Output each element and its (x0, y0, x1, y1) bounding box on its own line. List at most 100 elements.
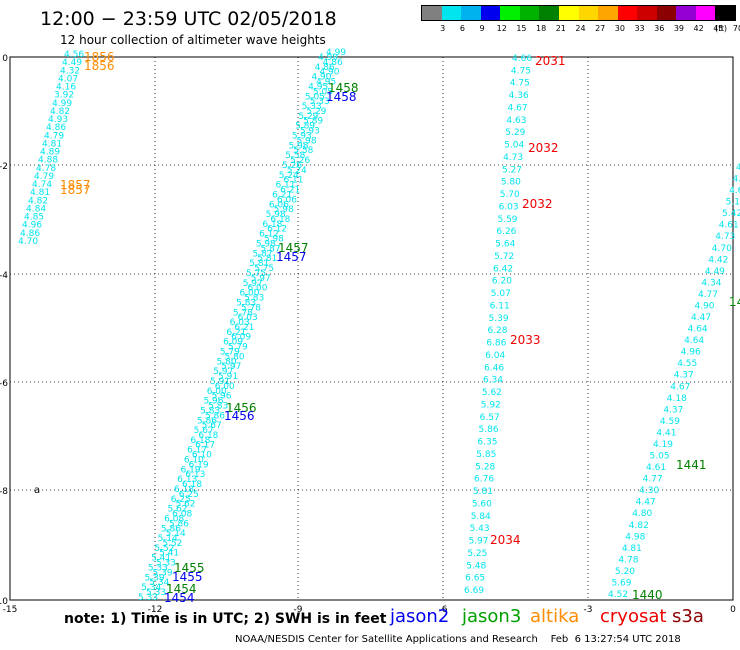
wave-height-value: 5.81 (257, 254, 277, 264)
wave-height-value: 4.19 (653, 440, 673, 450)
wave-height-value: 4.67 (670, 382, 690, 392)
wave-height-value: 4.64 (684, 336, 704, 346)
wave-height-value: 4.37 (674, 371, 694, 381)
wave-height-value: 5.93 (292, 132, 312, 142)
time-label: 1857 (60, 183, 91, 197)
legend-label: 39 (673, 24, 685, 33)
time-label: 14 (729, 295, 740, 309)
y-tick-label: -8 (0, 487, 8, 497)
time-label: 1457 (276, 250, 307, 264)
wave-height-value: 6.11 (275, 181, 295, 191)
wave-height-value: 6.18 (190, 436, 210, 446)
wave-height-value: 6.17 (187, 446, 207, 456)
wave-height-value: 4.79 (44, 131, 64, 141)
wave-height-value: 6.11 (283, 176, 303, 186)
land-symbol: a (34, 485, 40, 496)
subtitle: 12 hour collection of altimeter wave hei… (60, 33, 326, 47)
wave-height-value: 5.84 (471, 512, 491, 522)
wave-height-value: 5.29 (298, 112, 318, 122)
wave-height-value: 4.85 (24, 213, 44, 223)
wave-height-value: 6.12 (267, 225, 287, 235)
time-label: 1454 (164, 591, 195, 605)
legend-swatch (637, 6, 657, 20)
wave-height-value: 5.98 (297, 136, 317, 146)
wave-height-value: 4.86 (323, 58, 343, 68)
footer-credit: NOAA/NESDIS Center for Satellite Applica… (235, 634, 681, 645)
time-label: 1857 (60, 178, 91, 192)
legend-label: 15 (516, 24, 527, 33)
wave-height-value: 4.52 (608, 590, 628, 600)
wave-height-value: 6.21 (234, 323, 254, 333)
wave-height-value: 4.59 (660, 417, 680, 427)
legend-label: 70 (732, 24, 740, 33)
wave-height-value: 5.98 (264, 235, 284, 245)
note-text: note: 1) Time is in UTC; 2) SWH is in fe… (64, 611, 387, 627)
wave-height-value: 5.97 (221, 362, 241, 372)
time-label: 2031 (535, 54, 566, 68)
x-tick-label: -12 (148, 605, 163, 615)
legend-labels: 36912151821242730333639424570(ft) (421, 21, 740, 35)
page-title: 12:00 − 23:59 UTC 02/05/2018 (40, 8, 337, 30)
wave-height-value: 4.78 (618, 555, 638, 565)
wave-height-value: 5.81 (473, 487, 493, 497)
wave-height-value: 6.21 (280, 185, 300, 195)
wave-height-value: 5.28 (475, 462, 495, 472)
wave-height-value: 5.97 (468, 537, 488, 547)
wave-height-value: 5.33 (310, 97, 330, 107)
wave-height-value: 6.21 (272, 190, 292, 200)
legend-label: 6 (459, 24, 465, 33)
wave-height-value: 4.55 (677, 359, 697, 369)
wave-height-value: 5.83 (208, 401, 228, 411)
wave-height-value: 5.33 (146, 588, 166, 598)
wave-height-value: 4.66 (512, 54, 532, 64)
wave-height-value: 5.62 (167, 505, 187, 515)
satellite-tracks: 4.564.494.324.074.163.924.994.824.934.86… (18, 48, 740, 603)
wave-height-value: 6.13 (177, 475, 197, 485)
wave-height-value: 5.97 (243, 279, 263, 289)
wave-height-value: 5.87 (261, 244, 281, 254)
wave-height-value: 5.86 (197, 416, 217, 426)
legend-swatch (539, 6, 559, 20)
legend-swatch (441, 6, 462, 20)
wave-height-value: 5.81 (249, 259, 269, 269)
wave-height-value: 4.81 (30, 188, 50, 198)
wave-height-value: 5.52 (162, 539, 182, 549)
legend-swatch (519, 6, 540, 20)
satellite-legend-jason3: jason3 (462, 606, 522, 627)
legend-swatch (676, 6, 696, 20)
wave-height-value: 6.19 (189, 460, 209, 470)
legend-label: 33 (634, 24, 645, 33)
wave-height-value: 5.80 (217, 357, 237, 367)
legend-swatch (695, 6, 716, 20)
wave-height-value: 6.00 (247, 284, 267, 294)
wave-height-value: 5.24 (279, 171, 299, 181)
wave-height-value: 5.78 (233, 308, 253, 318)
wave-height-value: 4.86 (46, 123, 66, 133)
wave-height-value: 5.85 (476, 450, 496, 460)
map-frame (9, 56, 734, 601)
x-tick-label: -15 (3, 605, 18, 615)
wave-height-value: 4.73 (503, 153, 523, 163)
x-tick-label: 0 (730, 605, 736, 615)
wave-height-value: 5.39 (153, 568, 173, 578)
map-grid: -15 -12 -9 -6 -3 0 0 -2 -4 -6 -8 -10 a (0, 54, 736, 615)
wave-height-value: 5.29 (306, 107, 326, 117)
wave-height-value: 4.90 (694, 301, 714, 311)
legend-label: 36 (654, 24, 665, 33)
legend-swatch (715, 6, 735, 20)
wave-height-value: 4.79 (34, 172, 54, 182)
wave-height-value: 5.67 (194, 426, 214, 436)
wave-height-value: 4.67 (508, 103, 528, 113)
wave-height-value: 5.91 (210, 377, 230, 387)
wave-height-value: 6.21 (226, 328, 246, 338)
wave-height-value: 5.89 (295, 122, 315, 132)
wave-height-value: 4.80 (632, 509, 652, 519)
wave-height-value: 4.99 (318, 53, 338, 63)
wave-height-value: 5.58 (285, 151, 305, 161)
wave-height-value: 5.70 (500, 190, 520, 200)
wave-height-value: 5.69 (611, 578, 631, 588)
wave-height-value: 5.64 (495, 240, 515, 250)
wave-height-value: 5.91 (218, 372, 238, 382)
wave-height-value: 5.26 (290, 156, 310, 166)
